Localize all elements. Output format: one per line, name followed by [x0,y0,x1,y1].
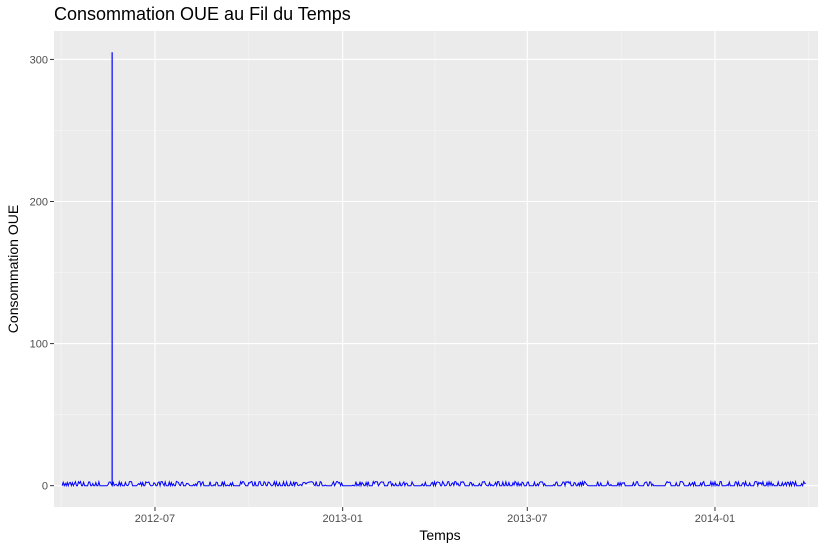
x-axis-title: Temps [419,527,460,543]
y-axis-title: Consommation OUE [5,205,21,333]
y-tick-label: 0 [42,481,48,493]
minor-gridlines [54,31,818,507]
y-tick-label: 200 [30,197,48,209]
chart-title: Consommation OUE au Fil du Temps [54,4,351,24]
plot-panel [54,31,818,507]
y-tick-label: 100 [30,339,48,351]
series-line [61,479,806,488]
y-tick-label: 300 [30,54,48,66]
x-tick-label: 2013-07 [507,513,547,525]
x-tick-label: 2013-01 [322,513,362,525]
x-tick-label: 2012-07 [135,513,175,525]
x-tick-label: 2014-01 [695,513,735,525]
y-axis: 0 100 200 300 [30,54,54,493]
x-axis: 2012-07 2013-01 2013-07 2014-01 [135,507,735,525]
